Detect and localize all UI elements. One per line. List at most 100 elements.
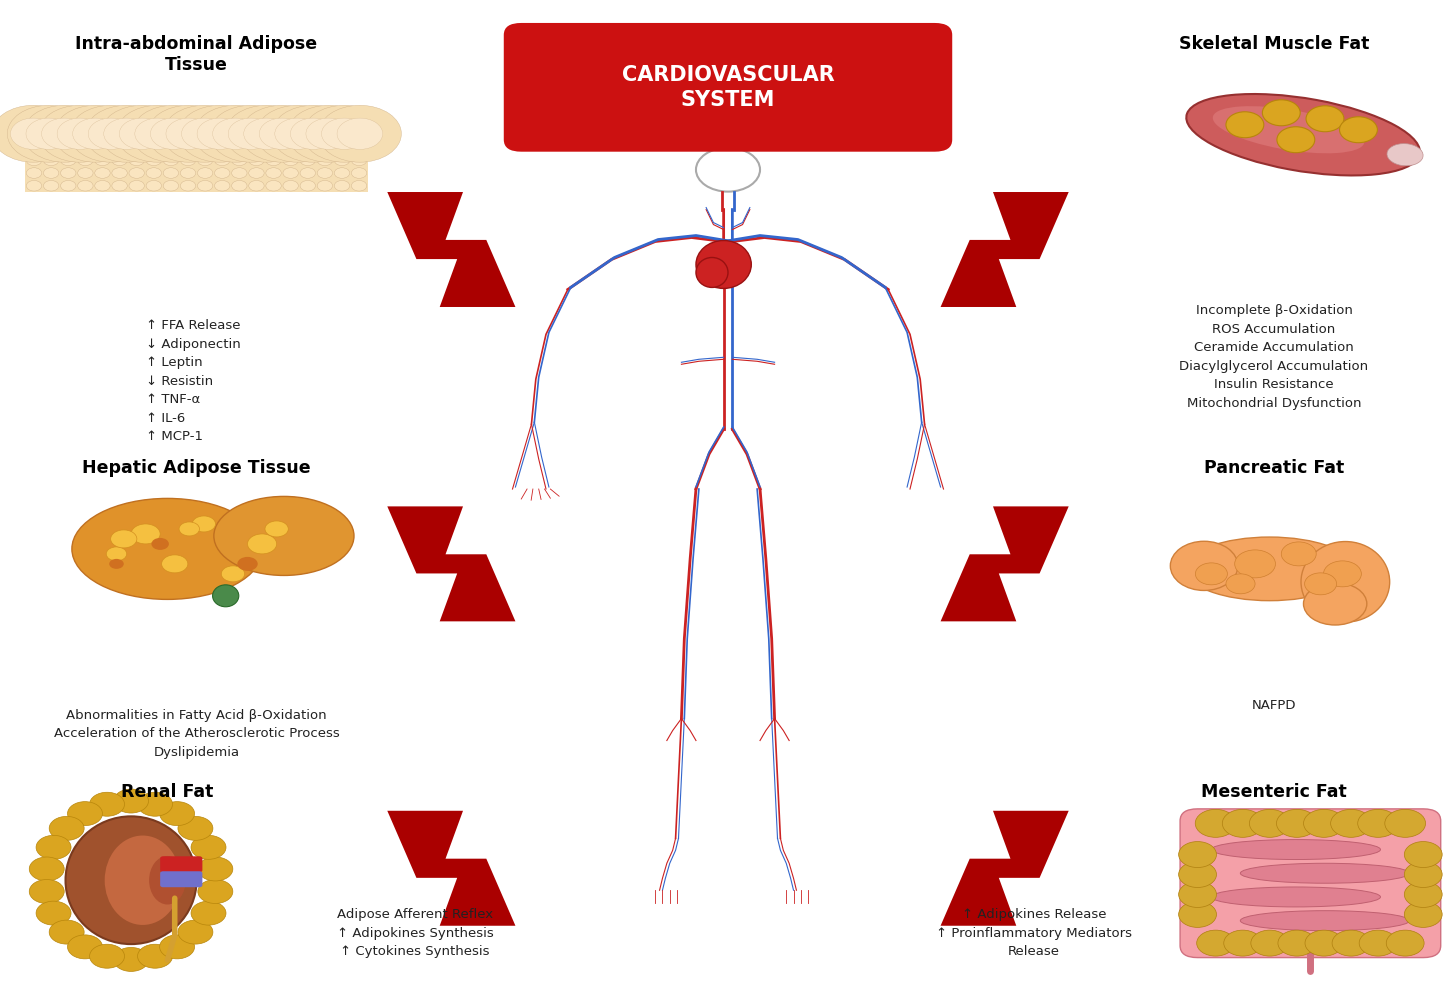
- Circle shape: [1179, 901, 1217, 927]
- Circle shape: [1262, 100, 1300, 126]
- Circle shape: [112, 181, 127, 191]
- Circle shape: [50, 816, 84, 840]
- Circle shape: [160, 801, 195, 825]
- Circle shape: [300, 130, 316, 140]
- Circle shape: [151, 538, 169, 550]
- Circle shape: [1404, 901, 1443, 927]
- Circle shape: [198, 155, 213, 166]
- Circle shape: [67, 935, 102, 959]
- Circle shape: [319, 106, 402, 162]
- Circle shape: [181, 168, 195, 179]
- Ellipse shape: [1303, 583, 1367, 625]
- Circle shape: [240, 106, 323, 162]
- Circle shape: [38, 106, 121, 162]
- Circle shape: [112, 168, 127, 179]
- Circle shape: [1195, 809, 1236, 837]
- Circle shape: [26, 118, 71, 150]
- Circle shape: [137, 792, 172, 816]
- Polygon shape: [941, 506, 1069, 622]
- Ellipse shape: [1241, 863, 1409, 883]
- Circle shape: [287, 106, 370, 162]
- Circle shape: [1179, 861, 1217, 887]
- Circle shape: [191, 901, 226, 925]
- Circle shape: [335, 130, 349, 140]
- Circle shape: [282, 143, 298, 153]
- Circle shape: [232, 130, 248, 140]
- Circle shape: [44, 181, 58, 191]
- Circle shape: [146, 168, 162, 179]
- Circle shape: [146, 155, 162, 166]
- Ellipse shape: [1211, 839, 1380, 859]
- Circle shape: [67, 801, 102, 825]
- Polygon shape: [387, 192, 515, 307]
- Circle shape: [210, 106, 293, 162]
- Circle shape: [44, 130, 58, 140]
- Circle shape: [73, 118, 118, 150]
- Circle shape: [178, 920, 213, 944]
- Circle shape: [179, 106, 262, 162]
- Circle shape: [232, 155, 248, 166]
- Circle shape: [226, 106, 309, 162]
- Circle shape: [1251, 930, 1289, 956]
- Circle shape: [146, 181, 162, 191]
- Ellipse shape: [1213, 106, 1364, 154]
- Circle shape: [61, 168, 76, 179]
- Circle shape: [61, 130, 76, 140]
- Circle shape: [50, 920, 84, 944]
- Circle shape: [249, 155, 264, 166]
- Circle shape: [335, 155, 349, 166]
- Circle shape: [181, 130, 195, 140]
- Circle shape: [163, 168, 179, 179]
- Circle shape: [26, 143, 42, 153]
- Ellipse shape: [1187, 94, 1420, 176]
- Circle shape: [26, 181, 42, 191]
- Circle shape: [221, 566, 245, 582]
- Polygon shape: [387, 810, 515, 926]
- Circle shape: [335, 168, 349, 179]
- Circle shape: [77, 130, 93, 140]
- Circle shape: [54, 106, 137, 162]
- Circle shape: [266, 168, 281, 179]
- Circle shape: [335, 143, 349, 153]
- Circle shape: [147, 106, 230, 162]
- Circle shape: [282, 168, 298, 179]
- Circle shape: [114, 947, 149, 971]
- Circle shape: [61, 181, 76, 191]
- Circle shape: [103, 118, 150, 150]
- Circle shape: [300, 155, 316, 166]
- Circle shape: [248, 534, 277, 554]
- Circle shape: [272, 106, 355, 162]
- Circle shape: [116, 106, 199, 162]
- Circle shape: [44, 143, 58, 153]
- Circle shape: [61, 155, 76, 166]
- Circle shape: [1303, 809, 1344, 837]
- Circle shape: [249, 181, 264, 191]
- Circle shape: [111, 530, 137, 548]
- Circle shape: [162, 555, 188, 573]
- Circle shape: [351, 143, 367, 153]
- Circle shape: [1223, 809, 1264, 837]
- Circle shape: [322, 118, 367, 150]
- Circle shape: [214, 143, 230, 153]
- Circle shape: [36, 901, 71, 925]
- FancyBboxPatch shape: [160, 856, 202, 872]
- Text: CARDIOVASCULAR
SYSTEM: CARDIOVASCULAR SYSTEM: [622, 65, 834, 110]
- Ellipse shape: [71, 498, 264, 600]
- Circle shape: [232, 143, 248, 153]
- Circle shape: [214, 155, 230, 166]
- Circle shape: [290, 118, 336, 150]
- Circle shape: [1277, 809, 1318, 837]
- Circle shape: [1281, 542, 1316, 566]
- Circle shape: [112, 143, 127, 153]
- Ellipse shape: [1211, 887, 1380, 907]
- Polygon shape: [941, 192, 1069, 307]
- Circle shape: [1360, 930, 1398, 956]
- Circle shape: [130, 168, 144, 179]
- Circle shape: [100, 106, 183, 162]
- Ellipse shape: [213, 585, 239, 607]
- Circle shape: [214, 130, 230, 140]
- FancyBboxPatch shape: [160, 871, 202, 887]
- Circle shape: [44, 168, 58, 179]
- Circle shape: [150, 118, 197, 150]
- Circle shape: [112, 155, 127, 166]
